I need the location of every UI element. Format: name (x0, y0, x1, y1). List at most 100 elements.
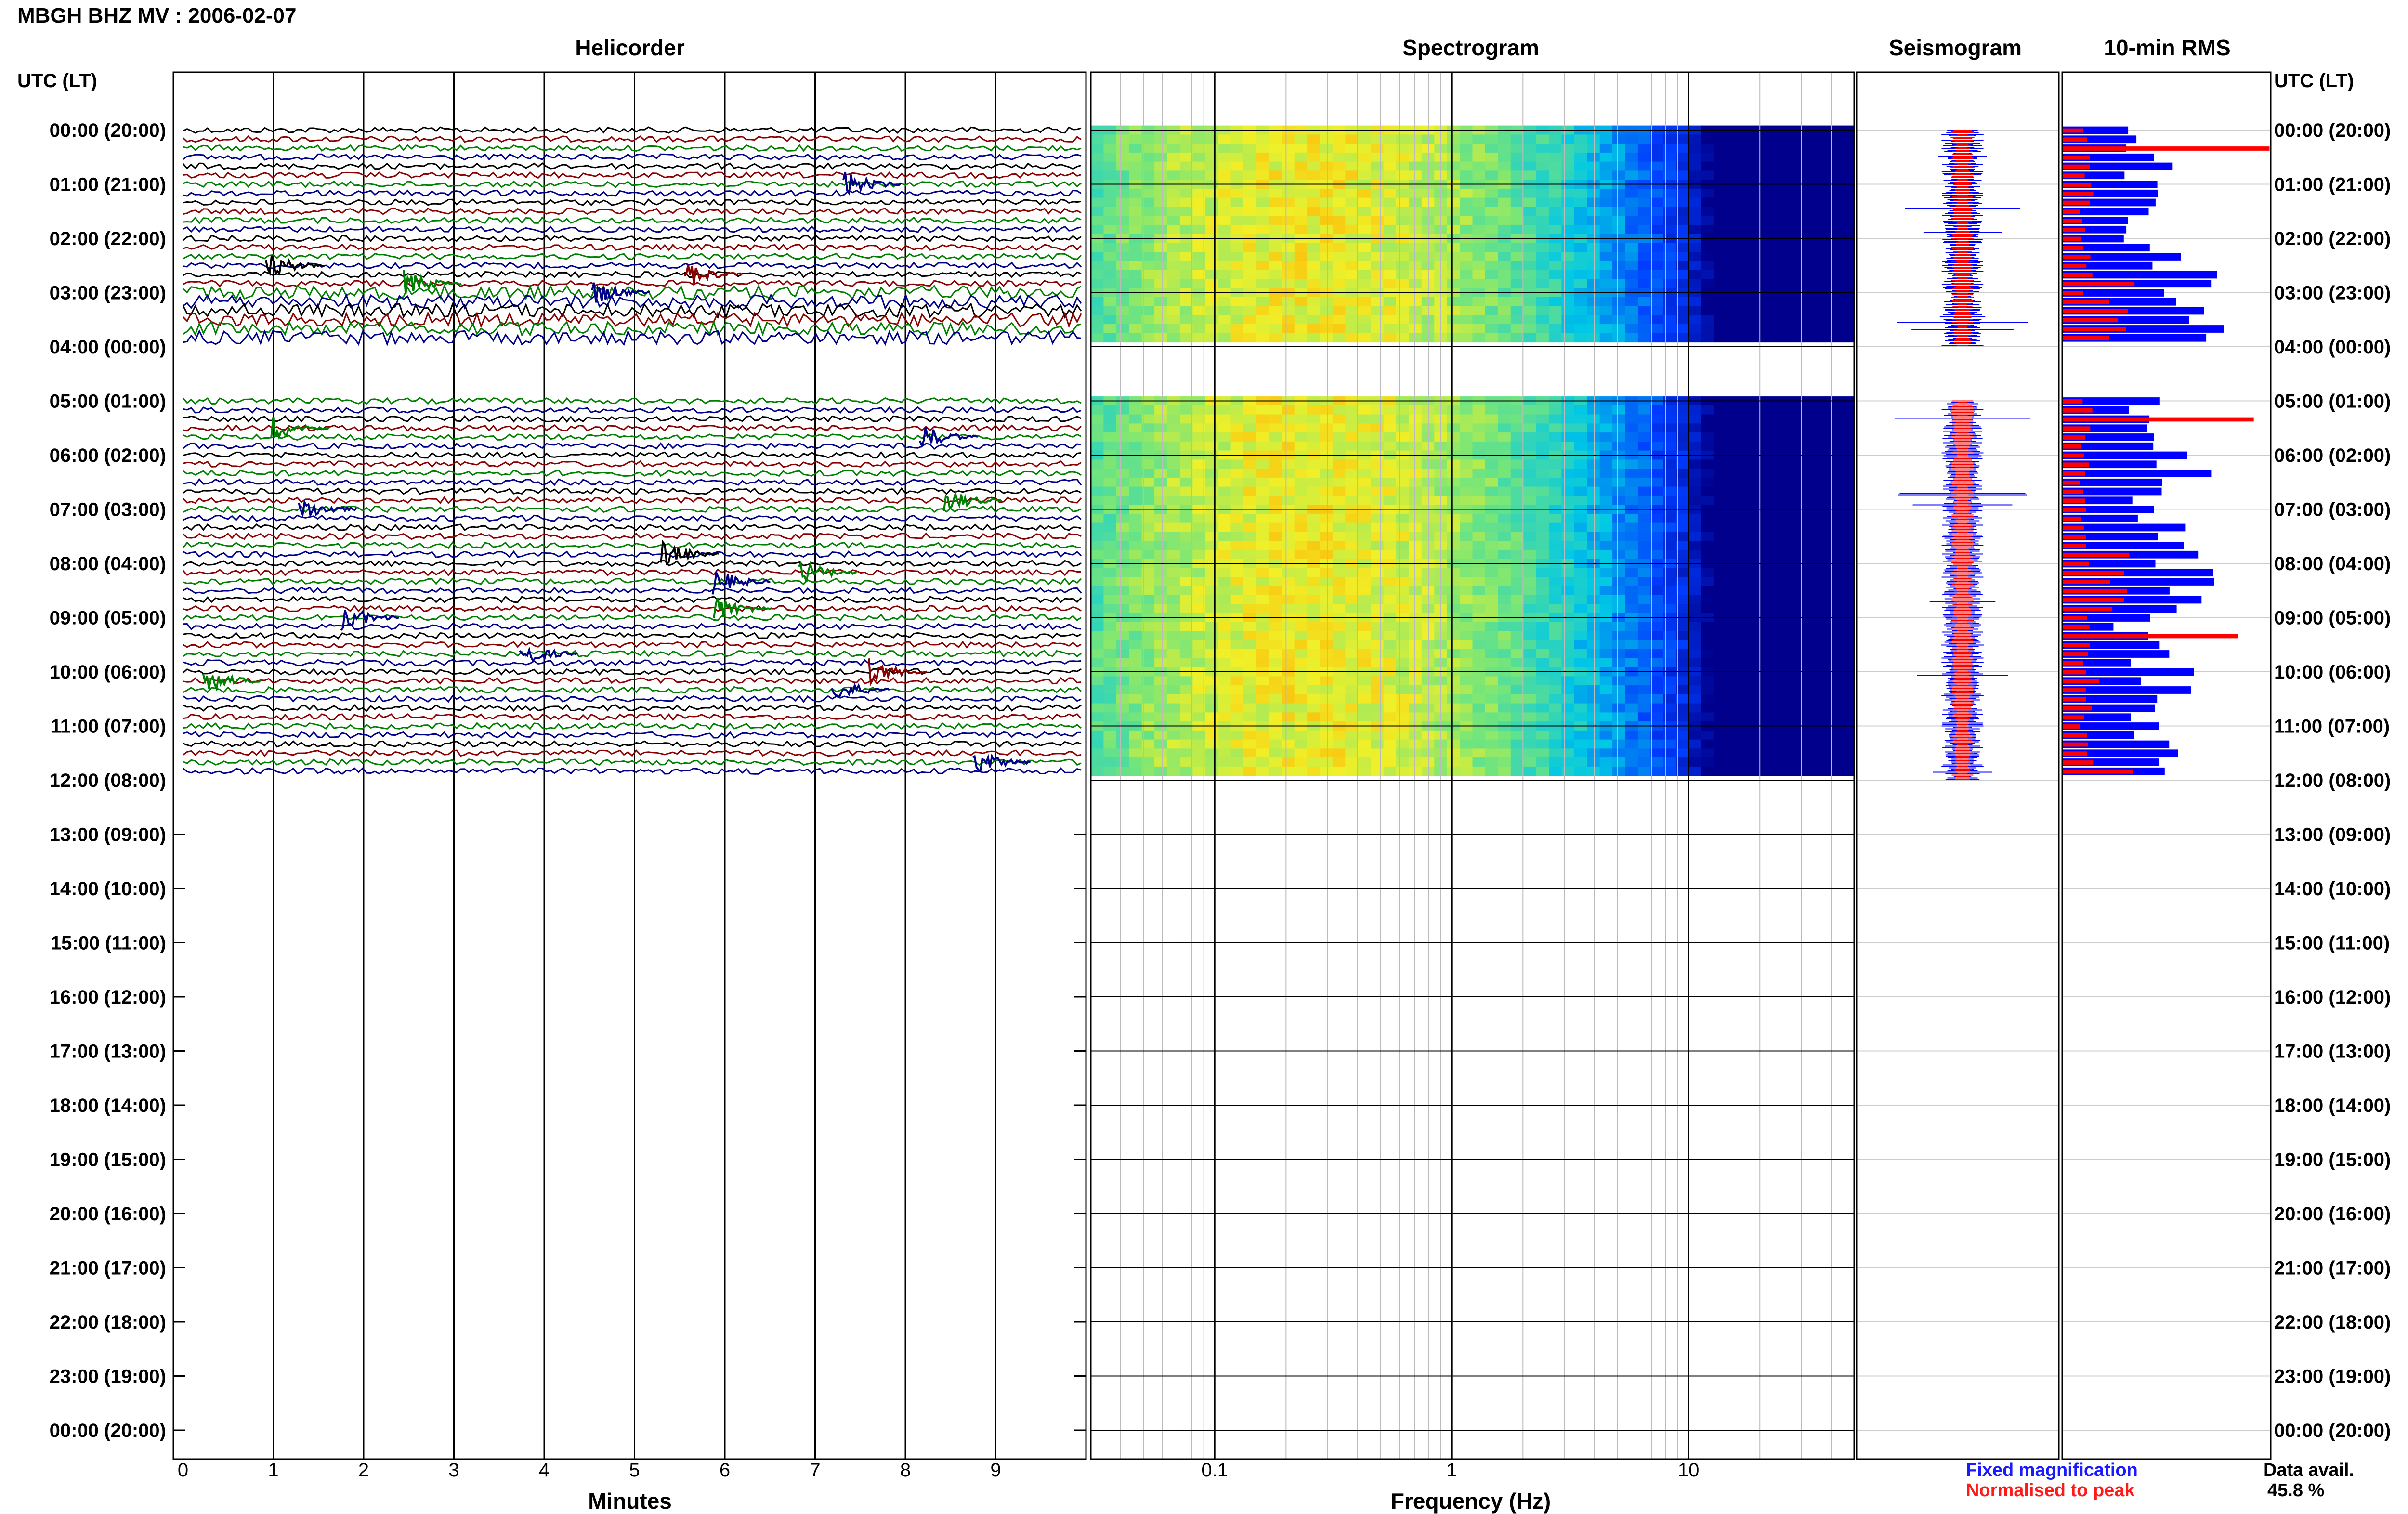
spectrogram-cell (1574, 243, 1587, 252)
spectrogram-cell (1511, 676, 1524, 685)
spectrogram-cell (1549, 622, 1562, 631)
spectrogram-cell (1498, 225, 1511, 234)
spectrogram-cell (1740, 279, 1753, 288)
spectrogram-cell (1447, 423, 1460, 432)
spectrogram-cell (1612, 170, 1625, 180)
spectrogram-cell (1727, 432, 1740, 442)
spectrogram-cell (1371, 279, 1384, 288)
time-label-right: 16:00 (12:00) (2274, 987, 2391, 1008)
spectrogram-cell (1561, 423, 1574, 432)
spectrogram-cell (1511, 225, 1524, 234)
spectrogram-cell (1511, 604, 1524, 613)
spectrogram-cell (1803, 658, 1816, 667)
spectrogram-cell (1561, 415, 1574, 424)
spectrogram-cell (1409, 496, 1422, 505)
spectrogram-cell (1371, 514, 1384, 523)
spectrogram-cell (1269, 478, 1282, 487)
spectrogram-cell (1333, 252, 1346, 261)
spectrogram-cell (1307, 279, 1320, 288)
spectrogram-cell (1727, 523, 1740, 532)
spectrogram-cell (1154, 767, 1167, 776)
spectrogram-cell (1103, 432, 1116, 442)
spectrogram-cell (1460, 487, 1473, 496)
spectrogram-cell (1612, 731, 1625, 740)
spectrogram-cell (1549, 270, 1562, 279)
spectrogram-cell (1384, 731, 1397, 740)
spectrogram-cell (1358, 216, 1371, 225)
spectrogram-cell (1460, 568, 1473, 577)
spectrogram-cell (1091, 144, 1104, 153)
spectrogram-cell (1396, 216, 1409, 225)
spectrogram-cell (1574, 423, 1587, 432)
spectrogram-cell (1243, 622, 1256, 631)
spectrogram-cell (1422, 324, 1435, 333)
spectrogram-cell (1205, 315, 1218, 324)
spectrogram-cell (1409, 595, 1422, 604)
spectrogram-cell (1320, 767, 1333, 776)
spectrogram-cell (1320, 568, 1333, 577)
spectrogram-cell (1358, 586, 1371, 595)
spectrogram-cell (1256, 712, 1269, 721)
spectrogram-cell (1650, 748, 1663, 757)
spectrogram-cell (1460, 324, 1473, 333)
spectrogram-cell (1295, 216, 1308, 225)
spectrogram-cell (1091, 595, 1104, 604)
helicorder-trace (183, 723, 1081, 729)
spectrogram-cell (1371, 676, 1384, 685)
spectrogram-cell (1091, 243, 1104, 252)
spectrogram-cell (1473, 306, 1486, 315)
spectrogram-cell (1154, 586, 1167, 595)
spectrogram-cell (1320, 631, 1333, 640)
spectrogram-cell (1180, 279, 1193, 288)
spectrogram-cell (1422, 658, 1435, 667)
spectrogram-cell (1345, 432, 1358, 442)
spectrogram-cell (1307, 252, 1320, 261)
spectrogram-cell (1485, 712, 1498, 721)
spectrogram-cell (1243, 640, 1256, 649)
spectrogram-cell (1282, 207, 1295, 216)
spectrogram-cell (1333, 315, 1346, 324)
spectrogram-cell (1638, 740, 1651, 749)
spectrogram-cell (1689, 748, 1702, 757)
spectrogram-cell (1829, 207, 1842, 216)
spectrogram-cell (1460, 595, 1473, 604)
spectrogram-cell (1689, 514, 1702, 523)
spectrogram-cell (1384, 514, 1397, 523)
spectrogram-cell (1205, 252, 1218, 261)
spectrogram-cell (1333, 459, 1346, 469)
helicorder-trace (183, 705, 1081, 711)
spectrogram-cell (1231, 622, 1244, 631)
spectrogram-cell (1587, 324, 1600, 333)
spectrogram-cell (1498, 315, 1511, 324)
spectrogram-cell (1753, 324, 1766, 333)
spectrogram-cell (1116, 170, 1129, 180)
spectrogram-cell (1116, 144, 1129, 153)
spectrogram-cell (1422, 442, 1435, 451)
spectrogram-cell (1473, 216, 1486, 225)
spectrogram-cell (1333, 216, 1346, 225)
spectrogram-cell (1154, 243, 1167, 252)
spectrogram-cell (1587, 162, 1600, 171)
spectrogram-cell (1701, 595, 1714, 604)
spectrogram-cell (1638, 207, 1651, 216)
spectrogram-cell (1103, 541, 1116, 550)
spectrogram-cell (1714, 604, 1727, 613)
spectrogram-cell (1409, 469, 1422, 478)
spectrogram-cell (1829, 469, 1842, 478)
spectrogram-cell (1307, 324, 1320, 333)
spectrogram-cell (1842, 658, 1855, 667)
spectrogram-cell (1154, 252, 1167, 261)
helicorder-trace (183, 633, 1081, 639)
spectrogram-cell (1307, 469, 1320, 478)
spectrogram-cell (1778, 622, 1791, 631)
spectrogram-cell (1243, 442, 1256, 451)
helicorder-trace (183, 172, 1081, 178)
spectrogram-cell (1205, 170, 1218, 180)
spectrogram-cell (1473, 487, 1486, 496)
left-time-labels: 00:00 (20:00)01:00 (21:00)02:00 (22:00)0… (50, 120, 166, 1441)
spectrogram-cell (1561, 550, 1574, 559)
spectrogram-cell (1218, 649, 1231, 658)
spectrogram-cell (1180, 478, 1193, 487)
spectrogram-cell (1320, 162, 1333, 171)
spectrogram-cell (1727, 134, 1740, 144)
